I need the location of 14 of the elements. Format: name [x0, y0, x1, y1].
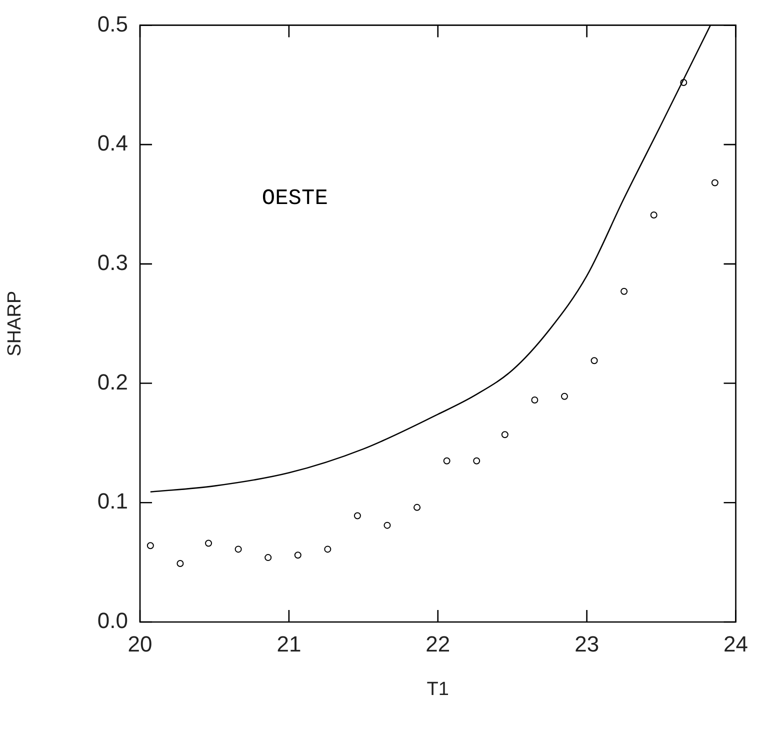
- x-tick-label: 21: [276, 631, 302, 656]
- x-axis-title: T1: [426, 678, 449, 700]
- x-tick-label: 22: [426, 631, 450, 656]
- y-tick-label: 0.4: [97, 130, 128, 156]
- x-tick-label: 24: [724, 631, 748, 656]
- y-tick-label: 0.0: [97, 608, 128, 634]
- x-tick-label: 20: [128, 631, 152, 656]
- x-tick-label: 23: [574, 631, 600, 656]
- y-tick-label: 0.1: [97, 488, 128, 514]
- y-tick-label: 0.3: [97, 250, 128, 275]
- y-tick-label: 0.2: [97, 369, 128, 394]
- y-axis-title: SHARP: [4, 290, 26, 356]
- annotation: OESTE: [262, 186, 328, 212]
- y-tick-label: 0.5: [97, 11, 128, 36]
